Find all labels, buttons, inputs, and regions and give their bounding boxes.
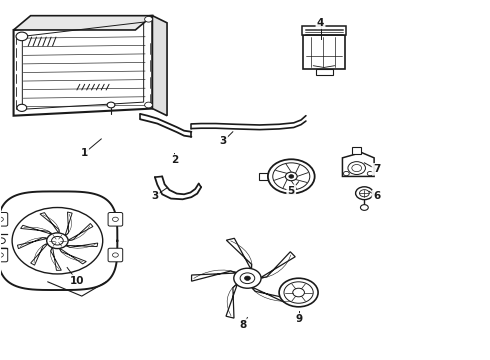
Polygon shape xyxy=(152,16,167,116)
FancyBboxPatch shape xyxy=(0,248,8,262)
Circle shape xyxy=(145,17,152,22)
FancyBboxPatch shape xyxy=(108,248,122,262)
Text: 8: 8 xyxy=(239,320,246,330)
Polygon shape xyxy=(303,35,345,69)
Polygon shape xyxy=(302,26,346,35)
Polygon shape xyxy=(67,224,93,241)
Polygon shape xyxy=(18,238,48,249)
Circle shape xyxy=(245,276,250,280)
Polygon shape xyxy=(14,16,152,116)
Text: 6: 6 xyxy=(373,191,380,201)
Circle shape xyxy=(107,102,115,108)
Text: 1: 1 xyxy=(80,148,88,158)
Text: 5: 5 xyxy=(288,186,295,196)
Circle shape xyxy=(361,204,368,210)
Text: 4: 4 xyxy=(317,18,324,28)
Circle shape xyxy=(16,32,28,41)
Polygon shape xyxy=(226,283,238,318)
Polygon shape xyxy=(65,212,72,236)
Text: 9: 9 xyxy=(295,314,302,324)
Polygon shape xyxy=(352,147,362,154)
Polygon shape xyxy=(31,243,48,265)
Polygon shape xyxy=(192,271,238,281)
Polygon shape xyxy=(316,69,333,75)
Circle shape xyxy=(289,175,294,178)
Text: 7: 7 xyxy=(373,164,380,174)
Polygon shape xyxy=(226,238,251,270)
Circle shape xyxy=(368,171,373,176)
Polygon shape xyxy=(65,243,98,247)
Circle shape xyxy=(145,102,152,108)
FancyBboxPatch shape xyxy=(0,212,8,226)
Circle shape xyxy=(0,238,5,244)
Circle shape xyxy=(279,278,318,307)
Polygon shape xyxy=(59,248,86,264)
Text: 10: 10 xyxy=(70,276,84,286)
Text: 3: 3 xyxy=(151,191,158,201)
Circle shape xyxy=(17,104,27,111)
Polygon shape xyxy=(343,153,374,176)
Polygon shape xyxy=(14,16,152,30)
Circle shape xyxy=(234,268,261,288)
Text: 3: 3 xyxy=(220,136,227,147)
Polygon shape xyxy=(40,213,59,234)
Circle shape xyxy=(286,172,297,181)
Circle shape xyxy=(268,159,315,194)
Text: 2: 2 xyxy=(171,156,178,165)
Circle shape xyxy=(47,233,68,249)
FancyBboxPatch shape xyxy=(108,212,122,226)
Circle shape xyxy=(343,171,349,176)
Polygon shape xyxy=(251,287,295,305)
Polygon shape xyxy=(259,173,268,180)
Circle shape xyxy=(356,187,373,200)
Polygon shape xyxy=(260,252,295,278)
Circle shape xyxy=(293,288,304,297)
Polygon shape xyxy=(21,225,52,235)
Polygon shape xyxy=(51,247,61,270)
